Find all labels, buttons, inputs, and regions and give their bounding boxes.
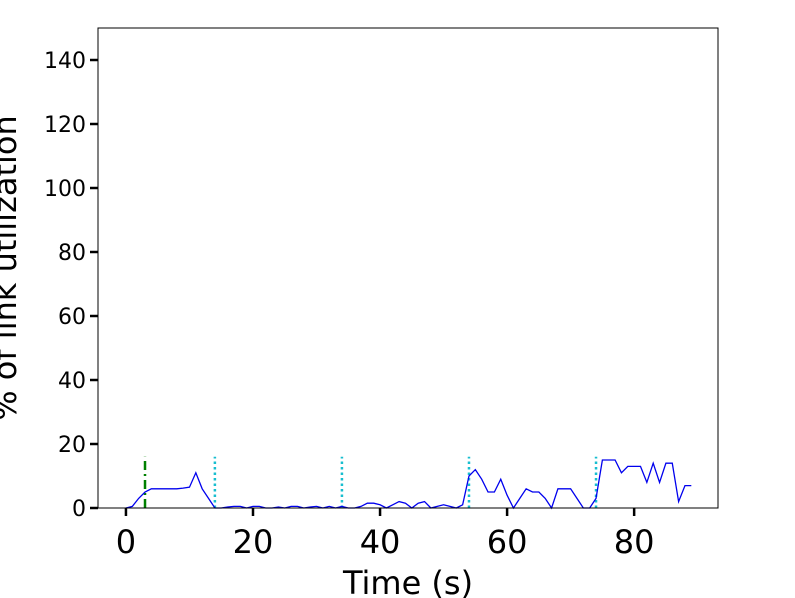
- y-tick-label: 80: [58, 241, 86, 266]
- y-tick-label: 120: [44, 113, 86, 138]
- y-tick-label: 20: [58, 433, 86, 458]
- x-tick-label: 0: [116, 523, 136, 561]
- y-tick-label: 60: [58, 305, 86, 330]
- y-axis-label: % of link utilization: [0, 115, 24, 421]
- plot-frame: [97, 27, 719, 509]
- data-line: [125, 459, 692, 510]
- x-axis-label: Time (s): [342, 564, 473, 598]
- x-tick-label: 20: [233, 523, 274, 561]
- x-tick-label: 80: [614, 523, 655, 561]
- y-tick-label: 40: [58, 369, 86, 394]
- y-tick-label: 0: [72, 497, 86, 522]
- y-tick-label: 100: [44, 177, 86, 202]
- y-tick-label: 140: [44, 49, 86, 74]
- x-tick-label: 60: [487, 523, 528, 561]
- x-tick-label: 40: [360, 523, 401, 561]
